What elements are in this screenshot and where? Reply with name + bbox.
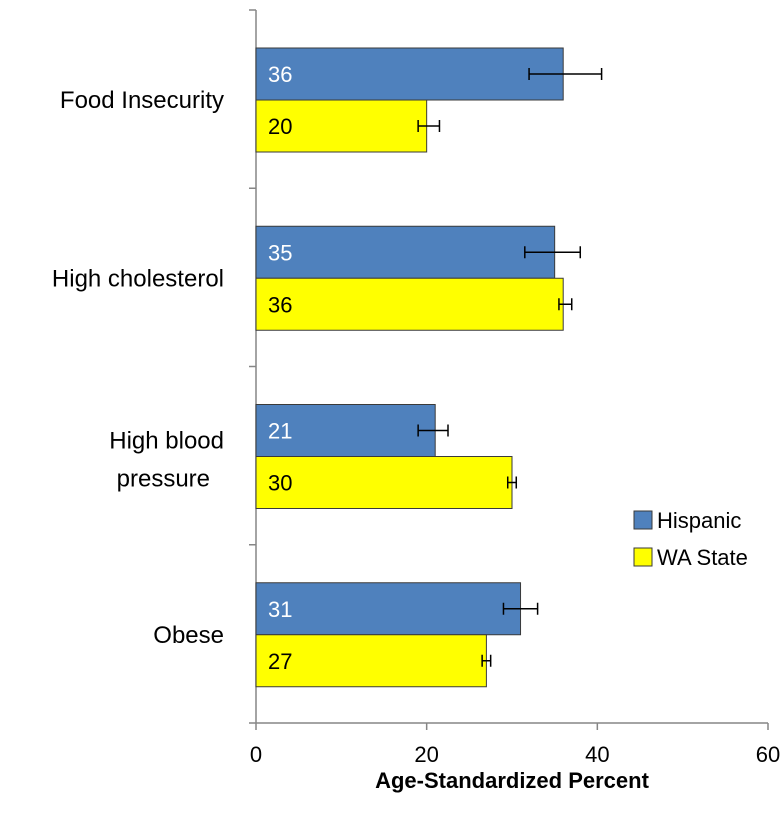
bar-hispanic <box>255 404 436 457</box>
error-bars <box>417 68 603 667</box>
category-label: High blood pressure <box>109 428 224 493</box>
bar-wa-state <box>255 456 513 509</box>
data-label: 30 <box>268 471 292 496</box>
data-label: 27 <box>268 649 292 674</box>
x-tick-labels: 0 20 40 60 <box>250 742 780 767</box>
bar-wa-state <box>255 277 564 331</box>
legend-swatch-hispanic <box>633 510 653 530</box>
data-label: 21 <box>268 419 292 444</box>
category-label-line: pressure <box>117 466 210 493</box>
data-labels: 36 20 35 36 21 30 31 27 <box>268 62 292 674</box>
bar-wa-state <box>255 634 487 688</box>
x-tick-label: 0 <box>250 742 262 767</box>
data-label: 31 <box>268 597 292 622</box>
legend-label: Hispanic <box>657 508 741 533</box>
data-label: 20 <box>268 114 292 139</box>
legend: Hispanic WA State <box>633 508 748 570</box>
bar-hispanic <box>255 47 564 101</box>
data-label: 36 <box>268 292 292 317</box>
legend-label: WA State <box>657 545 748 570</box>
category-label-line: High blood <box>109 428 224 455</box>
category-label: Food Insecurity <box>60 87 224 114</box>
x-tick-label: 60 <box>756 742 780 767</box>
x-tick-label: 20 <box>414 742 438 767</box>
legend-swatch-wa-state <box>633 547 653 567</box>
data-label: 35 <box>268 240 292 265</box>
bar-wa-state <box>255 99 428 153</box>
bar-hispanic <box>255 225 556 279</box>
category-labels: Food Insecurity High cholesterol High bloo… <box>52 87 224 649</box>
data-label: 36 <box>268 62 292 87</box>
chart-bars <box>255 47 564 688</box>
category-label: Obese <box>153 622 224 649</box>
x-axis-title: Age-Standardized Percent <box>375 768 650 793</box>
x-tick-label: 40 <box>585 742 609 767</box>
bar-hispanic <box>255 582 522 636</box>
category-label: High cholesterol <box>52 265 224 292</box>
